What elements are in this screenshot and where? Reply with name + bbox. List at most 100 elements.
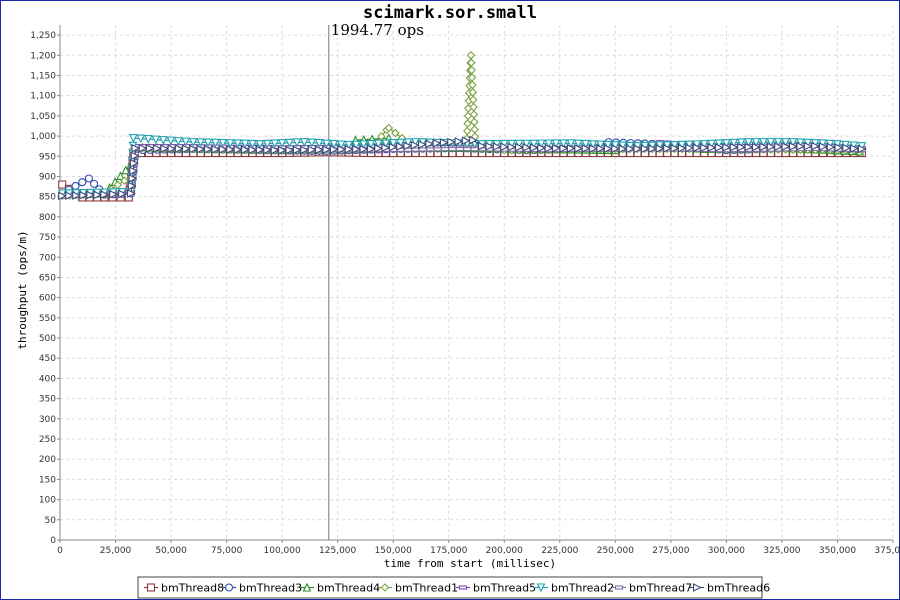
series-bmThread6 [58, 135, 867, 201]
x-tick-label: 350,000 [819, 546, 856, 556]
series-point [329, 145, 339, 154]
legend-swatch-marker [536, 583, 546, 593]
series-point [737, 142, 746, 152]
series-point [842, 143, 852, 153]
series-point [58, 191, 67, 201]
y-tick-label: 1,000 [30, 132, 56, 142]
series-point [463, 119, 472, 128]
series-point [439, 138, 449, 148]
y-tick-label: 1,050 [30, 112, 56, 122]
series-point [588, 140, 598, 150]
series-point [425, 139, 435, 149]
series-point [240, 139, 250, 149]
series-point [366, 144, 376, 154]
series-point [143, 135, 153, 144]
series-point [433, 147, 442, 152]
series-point [596, 140, 605, 150]
series-point [153, 144, 162, 153]
legend-item-bmThread7: bmThread7 [612, 582, 692, 595]
series-point [834, 143, 844, 152]
x-tick-label: 175,000 [430, 546, 467, 556]
series-point [196, 144, 206, 154]
series-point [574, 144, 584, 153]
y-tick-label: 850 [39, 193, 56, 203]
series-point [640, 144, 650, 154]
y-tick-label: 1,150 [30, 71, 56, 81]
y-tick-label: 50 [45, 516, 57, 526]
series-point [492, 142, 502, 152]
series-point [203, 138, 213, 148]
series-point [145, 144, 155, 153]
series-point [850, 144, 859, 153]
series-point [729, 138, 739, 148]
y-axis-label-group: throughput (ops/m) [16, 230, 29, 349]
series-point [470, 147, 479, 152]
series-point [374, 143, 384, 153]
series-point [158, 136, 168, 145]
legend-item-bmThread4: bmThread4 [300, 582, 380, 595]
series-point [160, 144, 170, 153]
series-point [292, 138, 302, 148]
series-point [181, 137, 191, 147]
series-point [255, 145, 265, 155]
series-point [566, 139, 576, 149]
y-tick-label: 150 [39, 475, 56, 485]
series-point [322, 145, 332, 154]
series-point [677, 143, 687, 153]
series-point [559, 139, 568, 149]
series-point [685, 143, 695, 153]
legend: bmThread8 bmThread3 bmThread4 bmThread1 bmTh… [137, 576, 770, 599]
series-point [589, 144, 598, 153]
series-point [692, 140, 702, 150]
series-point [65, 191, 74, 201]
series-point [79, 190, 89, 200]
series-point [670, 143, 680, 153]
series-point [300, 145, 310, 155]
series-point [440, 147, 450, 152]
series-point [129, 158, 139, 168]
series-point [113, 180, 123, 190]
series-point [100, 190, 110, 200]
series-point [366, 139, 376, 149]
series-point [411, 138, 420, 147]
series-point [759, 138, 768, 147]
series-point [299, 138, 309, 147]
series-point [396, 142, 405, 151]
series-point [90, 179, 99, 188]
series-point [131, 143, 141, 153]
series-point [241, 145, 250, 155]
series-point [344, 144, 354, 154]
series-point [447, 137, 457, 147]
series-point [722, 139, 731, 148]
series-point [138, 143, 148, 153]
series-point [329, 139, 339, 149]
series-point [322, 139, 331, 149]
y-tick-label: 1,250 [30, 31, 56, 41]
series-point [418, 147, 427, 152]
series-point [566, 144, 576, 153]
x-tick-label: 300,000 [708, 546, 745, 556]
legend-label: bmThread6 [707, 582, 770, 595]
series-point [248, 145, 258, 155]
series-point [455, 146, 464, 152]
series-point [684, 140, 694, 150]
legend-box [137, 576, 763, 599]
series-point [174, 144, 184, 154]
y-tick-label: 750 [39, 233, 56, 243]
series-point [796, 138, 805, 148]
series-point [759, 142, 769, 152]
series-point [109, 189, 119, 199]
series-point [692, 143, 702, 153]
series-point [818, 142, 828, 152]
series-point [128, 134, 138, 143]
series-point [315, 145, 324, 155]
series-point [544, 139, 554, 149]
series-point [337, 145, 347, 154]
legend-label: bmThread7 [629, 582, 692, 595]
series-point [71, 181, 80, 191]
series-point [120, 176, 129, 185]
y-tick-label: 400 [39, 374, 56, 384]
series-point [751, 138, 761, 147]
series-point [811, 141, 820, 151]
